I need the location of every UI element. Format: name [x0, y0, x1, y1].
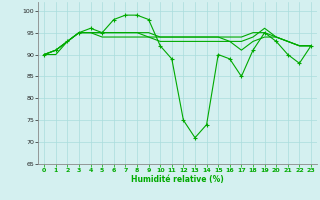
X-axis label: Humidité relative (%): Humidité relative (%) [131, 175, 224, 184]
